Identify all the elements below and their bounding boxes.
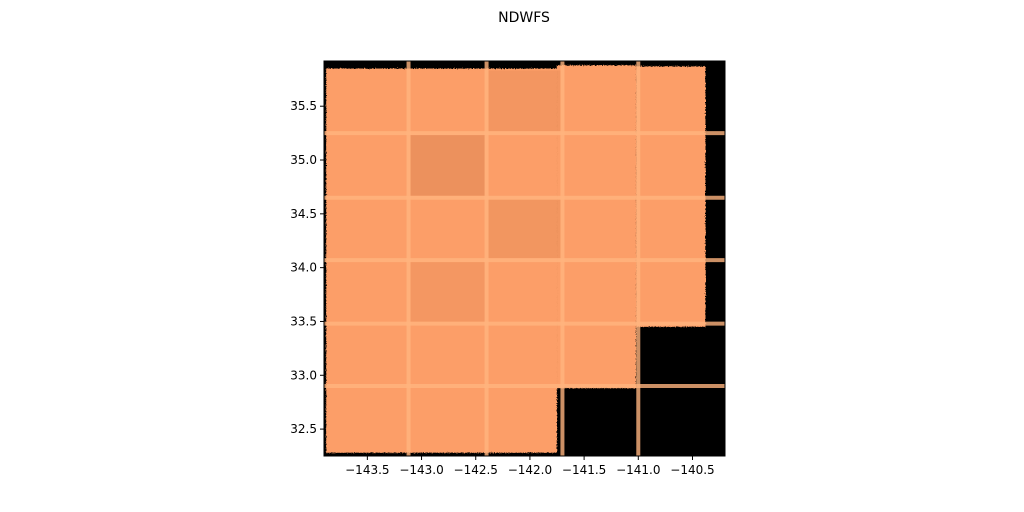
tile-shade bbox=[488, 199, 561, 259]
plot-frame bbox=[323, 60, 726, 457]
x-tick-label: −142.5 bbox=[454, 463, 498, 477]
x-tick-label: −141.0 bbox=[616, 463, 660, 477]
tile-shade bbox=[488, 70, 561, 132]
x-tick-label: −141.5 bbox=[562, 463, 606, 477]
x-tick-label: −143.0 bbox=[399, 463, 443, 477]
y-tick-label: 34.0 bbox=[290, 261, 317, 275]
x-tick-label: −140.5 bbox=[670, 463, 714, 477]
y-tick-label: 32.5 bbox=[290, 422, 317, 436]
x-tick-label: −143.5 bbox=[345, 463, 389, 477]
x-axis: −143.5 −143.0 −142.5 −142.0 −141.5 −141.0 −140… bbox=[345, 456, 715, 477]
y-tick-label: 33.0 bbox=[290, 368, 317, 382]
y-tick-label: 35.0 bbox=[290, 153, 317, 167]
tile-seams bbox=[324, 61, 725, 456]
y-tick-label: 34.5 bbox=[290, 207, 317, 221]
tile-shade bbox=[410, 135, 485, 196]
coverage-column bbox=[557, 65, 637, 389]
chart-title: NDWFS bbox=[498, 10, 550, 26]
y-axis: 32.5 33.0 33.5 34.0 34.5 35.0 35.5 bbox=[290, 99, 324, 436]
y-tick-label: 33.5 bbox=[290, 314, 317, 328]
y-tick-label: 35.5 bbox=[290, 99, 317, 113]
x-tick-label: −142.0 bbox=[508, 463, 552, 477]
tile-shade bbox=[410, 262, 485, 322]
